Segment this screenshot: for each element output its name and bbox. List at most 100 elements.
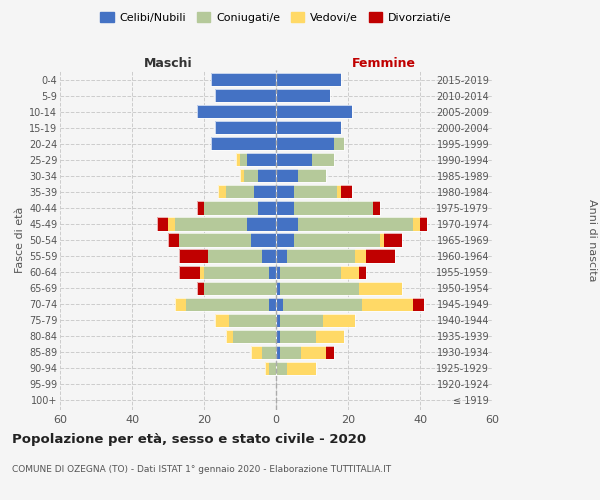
Bar bbox=[334, 137, 344, 150]
Bar bbox=[229, 314, 276, 327]
Bar bbox=[197, 282, 204, 294]
Bar bbox=[294, 234, 380, 246]
Bar bbox=[204, 266, 269, 278]
Bar bbox=[211, 137, 276, 150]
Bar bbox=[276, 330, 344, 343]
Bar bbox=[218, 186, 226, 198]
Y-axis label: Fasce di età: Fasce di età bbox=[14, 207, 25, 273]
Bar bbox=[337, 186, 341, 198]
Bar bbox=[179, 250, 276, 262]
Bar bbox=[280, 314, 323, 327]
Bar bbox=[175, 298, 186, 310]
Bar bbox=[373, 202, 380, 214]
Bar bbox=[362, 298, 413, 310]
Bar bbox=[413, 218, 420, 230]
Bar bbox=[276, 250, 395, 262]
Bar bbox=[197, 105, 276, 118]
Bar bbox=[233, 330, 276, 343]
Bar bbox=[276, 234, 402, 246]
Bar bbox=[236, 153, 240, 166]
Bar bbox=[240, 153, 247, 166]
Bar bbox=[287, 362, 316, 375]
Bar bbox=[265, 362, 269, 375]
Bar bbox=[226, 186, 254, 198]
Bar bbox=[215, 89, 276, 102]
Bar bbox=[211, 137, 276, 150]
Bar bbox=[420, 218, 427, 230]
Text: COMUNE DI OZEGNA (TO) - Dati ISTAT 1° gennaio 2020 - Elaborazione TUTTITALIA.IT: COMUNE DI OZEGNA (TO) - Dati ISTAT 1° ge… bbox=[12, 466, 391, 474]
Bar bbox=[326, 346, 334, 359]
Bar bbox=[341, 266, 359, 278]
Bar bbox=[276, 170, 298, 182]
Bar bbox=[276, 153, 334, 166]
Bar bbox=[251, 346, 276, 359]
Bar bbox=[200, 266, 204, 278]
Bar bbox=[380, 234, 384, 246]
Bar bbox=[384, 234, 402, 246]
Bar bbox=[208, 250, 262, 262]
Bar bbox=[215, 314, 276, 327]
Bar bbox=[186, 298, 269, 310]
Bar bbox=[168, 234, 179, 246]
Bar bbox=[316, 330, 344, 343]
Bar bbox=[262, 346, 276, 359]
Text: Maschi: Maschi bbox=[143, 57, 193, 70]
Bar bbox=[175, 298, 276, 310]
Bar bbox=[276, 266, 366, 278]
Bar bbox=[276, 137, 344, 150]
Bar bbox=[294, 186, 337, 198]
Bar bbox=[359, 266, 366, 278]
Bar bbox=[276, 121, 341, 134]
Bar bbox=[179, 266, 200, 278]
Bar bbox=[276, 346, 280, 359]
Bar bbox=[276, 73, 341, 86]
Bar bbox=[298, 218, 413, 230]
Bar bbox=[236, 153, 276, 166]
Bar bbox=[254, 186, 276, 198]
Bar bbox=[276, 298, 424, 310]
Bar bbox=[258, 202, 276, 214]
Bar bbox=[276, 186, 352, 198]
Bar bbox=[197, 282, 276, 294]
Bar bbox=[240, 170, 244, 182]
Bar bbox=[276, 218, 427, 230]
Bar bbox=[366, 250, 395, 262]
Bar bbox=[276, 186, 294, 198]
Bar bbox=[280, 346, 301, 359]
Bar bbox=[276, 202, 380, 214]
Bar bbox=[204, 202, 258, 214]
Bar bbox=[280, 330, 316, 343]
Bar bbox=[413, 298, 424, 310]
Bar bbox=[269, 362, 276, 375]
Bar bbox=[218, 186, 276, 198]
Bar bbox=[276, 266, 280, 278]
Bar bbox=[211, 73, 276, 86]
Bar bbox=[197, 202, 276, 214]
Bar bbox=[312, 153, 334, 166]
Text: Popolazione per età, sesso e stato civile - 2020: Popolazione per età, sesso e stato civil… bbox=[12, 432, 366, 446]
Legend: Celibi/Nubili, Coniugati/e, Vedovi/e, Divorziati/e: Celibi/Nubili, Coniugati/e, Vedovi/e, Di… bbox=[96, 8, 456, 28]
Text: Anni di nascita: Anni di nascita bbox=[587, 198, 597, 281]
Bar bbox=[276, 137, 334, 150]
Bar bbox=[157, 218, 276, 230]
Bar bbox=[197, 105, 276, 118]
Bar bbox=[276, 89, 330, 102]
Bar bbox=[269, 266, 276, 278]
Bar bbox=[240, 170, 276, 182]
Bar bbox=[276, 314, 355, 327]
Bar bbox=[175, 218, 247, 230]
Bar bbox=[226, 330, 276, 343]
Bar bbox=[301, 346, 326, 359]
Bar bbox=[215, 89, 276, 102]
Bar bbox=[276, 170, 326, 182]
Bar bbox=[244, 170, 258, 182]
Bar bbox=[287, 250, 355, 262]
Bar bbox=[276, 218, 298, 230]
Bar bbox=[280, 282, 359, 294]
Bar bbox=[168, 234, 276, 246]
Bar bbox=[276, 121, 341, 134]
Bar bbox=[197, 202, 204, 214]
Bar bbox=[251, 346, 262, 359]
Bar bbox=[276, 362, 316, 375]
Bar bbox=[211, 73, 276, 86]
